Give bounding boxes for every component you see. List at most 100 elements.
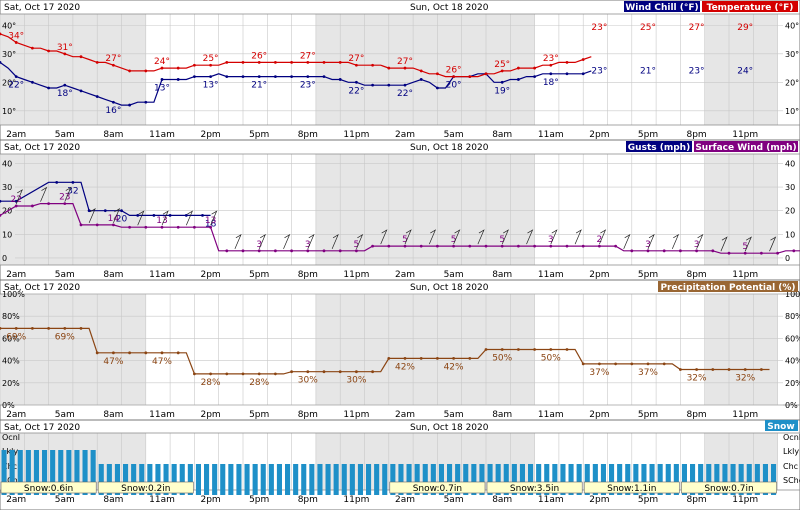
data-label: 25° xyxy=(640,23,656,33)
data-point xyxy=(533,348,536,351)
snow-bar xyxy=(617,464,623,495)
data-point xyxy=(47,86,50,90)
snow-bar xyxy=(592,464,598,495)
snow-bar xyxy=(390,464,396,495)
snow-bar xyxy=(503,464,509,495)
snow-bar xyxy=(1,450,7,495)
data-point xyxy=(500,348,504,351)
data-point xyxy=(63,327,67,330)
day-label-1: Sat, Oct 17 2020 xyxy=(4,143,80,153)
y-tick-label: 60% xyxy=(2,334,20,343)
data-point xyxy=(241,372,245,376)
wind-barb xyxy=(696,233,704,249)
wind-barb xyxy=(64,186,72,202)
wind-barb xyxy=(331,233,339,249)
x-tick-label: 11pm xyxy=(732,130,758,140)
snow-amount-label: Snow:0.2in xyxy=(121,484,170,494)
data-point xyxy=(452,356,455,360)
snow-bar xyxy=(438,464,444,495)
wind-barb xyxy=(380,229,388,245)
data-point xyxy=(290,370,293,374)
data-point xyxy=(160,351,164,355)
data-point xyxy=(565,348,569,351)
data-label: 25° xyxy=(203,54,219,64)
data-label: 13 xyxy=(156,216,167,226)
data-label: 23° xyxy=(543,54,559,64)
data-label: 27° xyxy=(348,54,364,64)
wind-barb xyxy=(113,207,121,223)
x-tick-label: 11pm xyxy=(343,495,369,505)
snow-bar xyxy=(349,464,355,495)
data-label: 22° xyxy=(8,81,24,91)
legend-box xyxy=(765,420,798,431)
snow-bar xyxy=(487,464,493,495)
wind-barb xyxy=(744,236,752,252)
x-tick-label: 5pm xyxy=(249,495,269,505)
data-point xyxy=(274,60,277,64)
snow-bar xyxy=(66,450,72,495)
snow-bar xyxy=(357,464,363,495)
x-tick-label: 5pm xyxy=(249,410,269,420)
data-label: 26° xyxy=(446,66,462,76)
y-tick-label-right: 80% xyxy=(785,312,800,321)
snow-bar xyxy=(204,464,210,495)
data-label: 27° xyxy=(689,23,705,33)
data-point xyxy=(436,244,439,248)
data-point xyxy=(355,63,358,67)
snow-bar xyxy=(698,464,704,495)
x-tick-label: 8pm xyxy=(298,130,318,140)
snow-level-label-right: Lkly xyxy=(783,447,799,456)
data-label: 42% xyxy=(444,362,464,372)
data-label: 31° xyxy=(57,43,73,53)
snow-bar xyxy=(398,464,404,495)
snow-bar xyxy=(584,464,590,495)
data-point xyxy=(290,60,293,64)
data-point xyxy=(225,249,229,253)
data-point xyxy=(517,348,520,351)
data-point xyxy=(31,46,34,50)
y-tick-label: 10 xyxy=(2,230,12,239)
data-point xyxy=(290,75,293,79)
wind-barb xyxy=(453,229,461,245)
x-tick-label: 2am xyxy=(395,410,415,420)
x-tick-label: 11am xyxy=(538,410,564,420)
data-label: 22° xyxy=(397,89,413,99)
snow-bar xyxy=(657,464,663,495)
y-tick-label-right: 0 xyxy=(785,254,790,263)
snow-bar xyxy=(333,464,339,495)
snow-amount-box xyxy=(681,481,777,494)
data-point xyxy=(371,63,374,67)
snow-bar xyxy=(762,464,768,495)
data-point xyxy=(403,83,407,87)
data-point xyxy=(500,244,504,248)
wind-barb xyxy=(574,229,582,245)
snow-bar xyxy=(244,464,250,495)
data-point xyxy=(743,251,747,255)
x-tick-label: 8pm xyxy=(686,130,706,140)
x-tick-label: 5am xyxy=(444,410,464,420)
data-label: 37% xyxy=(589,368,609,378)
data-point xyxy=(209,63,213,67)
data-point xyxy=(257,60,261,64)
snow-bar xyxy=(673,464,679,495)
data-point xyxy=(387,83,391,87)
snow-bar xyxy=(252,464,258,495)
data-label: 28% xyxy=(201,378,221,388)
x-tick-label: 5am xyxy=(55,270,75,280)
data-label: 27° xyxy=(397,57,413,67)
snow-bar xyxy=(414,464,420,495)
snow-bar xyxy=(690,464,696,495)
snow-amount-label: Snow:0.6in xyxy=(24,484,73,494)
legend-box xyxy=(626,141,692,152)
data-point xyxy=(484,244,488,248)
data-point xyxy=(533,75,536,79)
x-tick-label: 8pm xyxy=(298,495,318,505)
y-tick-label-right: 20 xyxy=(785,207,795,216)
data-point xyxy=(128,225,132,229)
night-shade xyxy=(315,154,535,265)
x-tick-label: 2pm xyxy=(200,410,220,420)
data-point xyxy=(760,368,763,371)
legend-label: Snow xyxy=(767,422,794,432)
data-point xyxy=(484,348,488,351)
data-point xyxy=(646,362,650,366)
